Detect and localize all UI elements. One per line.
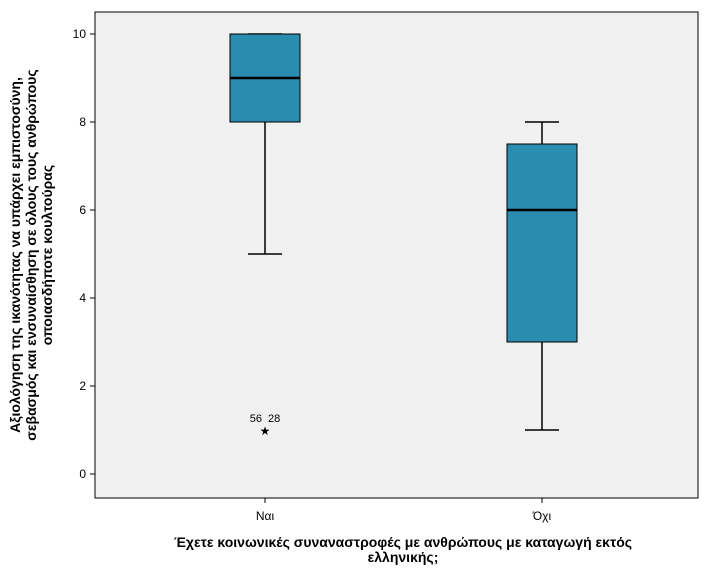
boxes-layer: ★56 28 — [229, 33, 578, 438]
box-2 — [506, 121, 578, 431]
x-tick-label: Ναι — [256, 509, 275, 523]
y-tick-label: 8 — [79, 115, 86, 129]
iqr-box — [506, 143, 578, 343]
x-axis-label-line-1: Έχετε κοινωνικές συναναστροφές με ανθρώπ… — [174, 534, 632, 550]
x-axis-label: Έχετε κοινωνικές συναναστροφές με ανθρώπ… — [174, 534, 632, 565]
x-tick-label: Όχι — [532, 509, 552, 523]
y-axis: 0 2 4 6 8 10 — [73, 27, 95, 481]
outlier-label: 56 28 — [250, 413, 281, 425]
box-1: ★56 28 — [229, 33, 301, 438]
y-axis-label-line-1: Αξιολόγηση της ικανότητας να υπάρχει εμπ… — [7, 77, 23, 433]
y-tick-label: 4 — [79, 291, 86, 305]
x-axis-label-line-2: ελληνικής; — [368, 549, 439, 565]
y-axis-label: Αξιολόγηση της ικανότητας να υπάρχει εμπ… — [7, 69, 55, 440]
plot-area — [94, 11, 699, 499]
y-tick-label: 6 — [79, 203, 86, 217]
y-tick-label: 0 — [79, 467, 86, 481]
y-tick-label: 2 — [79, 379, 86, 393]
y-tick-label: 10 — [73, 27, 87, 41]
x-axis: Ναι Όχι — [256, 498, 552, 523]
outlier-marker: ★ — [260, 424, 271, 438]
y-axis-label-line-2: σεβασμός και ενσυναίσθηση σε όλους τους … — [23, 69, 39, 440]
y-axis-label-line-3: οποιασδήποτε κουλτούρας — [39, 165, 55, 345]
